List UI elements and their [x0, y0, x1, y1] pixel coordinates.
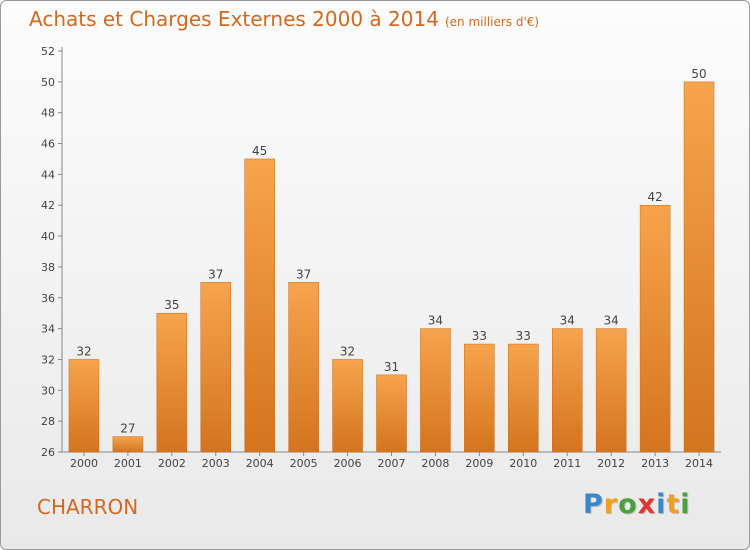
- proxiti-logo: Proxiti: [583, 489, 691, 520]
- y-tick-label: 32: [41, 353, 55, 366]
- data-label: 35: [164, 298, 179, 312]
- bar: [200, 282, 232, 453]
- bar: [683, 81, 715, 453]
- data-label: 37: [296, 267, 311, 281]
- logo-letter: i: [656, 489, 667, 520]
- y-tick-label: 38: [41, 261, 55, 274]
- x-tick-label: 2011: [553, 457, 581, 470]
- chart-title-text: Achats et Charges Externes 2000 à 2014: [29, 7, 439, 31]
- data-label: 37: [208, 267, 223, 281]
- y-tick-label: 40: [41, 230, 55, 243]
- chart-subtitle: (en milliers d'€): [444, 15, 540, 29]
- data-label: 42: [647, 190, 662, 204]
- y-tick-label: 30: [41, 384, 55, 397]
- bar: [68, 359, 100, 453]
- bar: [639, 204, 671, 453]
- x-tick-label: 2005: [290, 457, 318, 470]
- bar: [244, 158, 275, 453]
- y-tick-label: 34: [41, 323, 55, 336]
- y-tick-label: 28: [41, 415, 55, 428]
- data-label: 50: [691, 67, 706, 81]
- x-tick-label: 2003: [202, 457, 230, 470]
- x-tick-label: 2004: [246, 457, 274, 470]
- x-tick-label: 2008: [421, 457, 449, 470]
- x-tick-label: 2002: [158, 457, 186, 470]
- x-tick-label: 2014: [685, 457, 713, 470]
- y-tick-label: 26: [41, 446, 55, 459]
- logo-letter: x: [637, 489, 657, 520]
- x-tick-label: 2009: [465, 457, 493, 470]
- data-label: 33: [516, 329, 531, 343]
- bar: [464, 343, 495, 453]
- logo-letter: i: [680, 489, 691, 520]
- data-label: 31: [384, 360, 399, 374]
- logo-letter: r: [603, 489, 619, 520]
- bar: [551, 328, 583, 453]
- bar: [376, 374, 407, 453]
- x-tick-label: 2012: [597, 457, 625, 470]
- x-tick-label: 2000: [70, 457, 98, 470]
- y-tick-label: 50: [41, 76, 55, 89]
- bar: [332, 359, 363, 453]
- data-label: 34: [560, 314, 575, 328]
- bar: [112, 436, 144, 453]
- data-label: 45: [252, 144, 267, 158]
- bar: [288, 282, 319, 453]
- bar: [508, 343, 539, 453]
- y-tick-label: 52: [41, 45, 55, 58]
- y-tick-label: 36: [41, 292, 55, 305]
- chart-title: Achats et Charges Externes 2000 à 2014 (e…: [29, 7, 539, 31]
- data-label: 34: [428, 314, 443, 328]
- bar: [420, 328, 451, 453]
- y-tick-label: 48: [41, 107, 55, 120]
- data-label: 32: [340, 344, 355, 358]
- x-tick-label: 2013: [641, 457, 669, 470]
- bar: [595, 328, 627, 453]
- x-tick-label: 2006: [334, 457, 362, 470]
- x-tick-label: 2007: [378, 457, 406, 470]
- y-tick-label: 46: [41, 138, 55, 151]
- x-tick-label: 2010: [509, 457, 537, 470]
- data-label: 34: [604, 314, 619, 328]
- place-name: CHARRON: [37, 495, 139, 519]
- bar: [156, 312, 188, 453]
- y-tick-label: 42: [41, 199, 55, 212]
- data-label: 33: [472, 329, 487, 343]
- x-tick-label: 2001: [114, 457, 142, 470]
- y-tick-label: 44: [41, 168, 55, 181]
- logo-letter: P: [583, 489, 604, 520]
- logo-letter: t: [666, 489, 681, 520]
- data-label: 32: [76, 344, 91, 358]
- data-label: 27: [120, 422, 135, 436]
- logo-letter: o: [618, 489, 638, 520]
